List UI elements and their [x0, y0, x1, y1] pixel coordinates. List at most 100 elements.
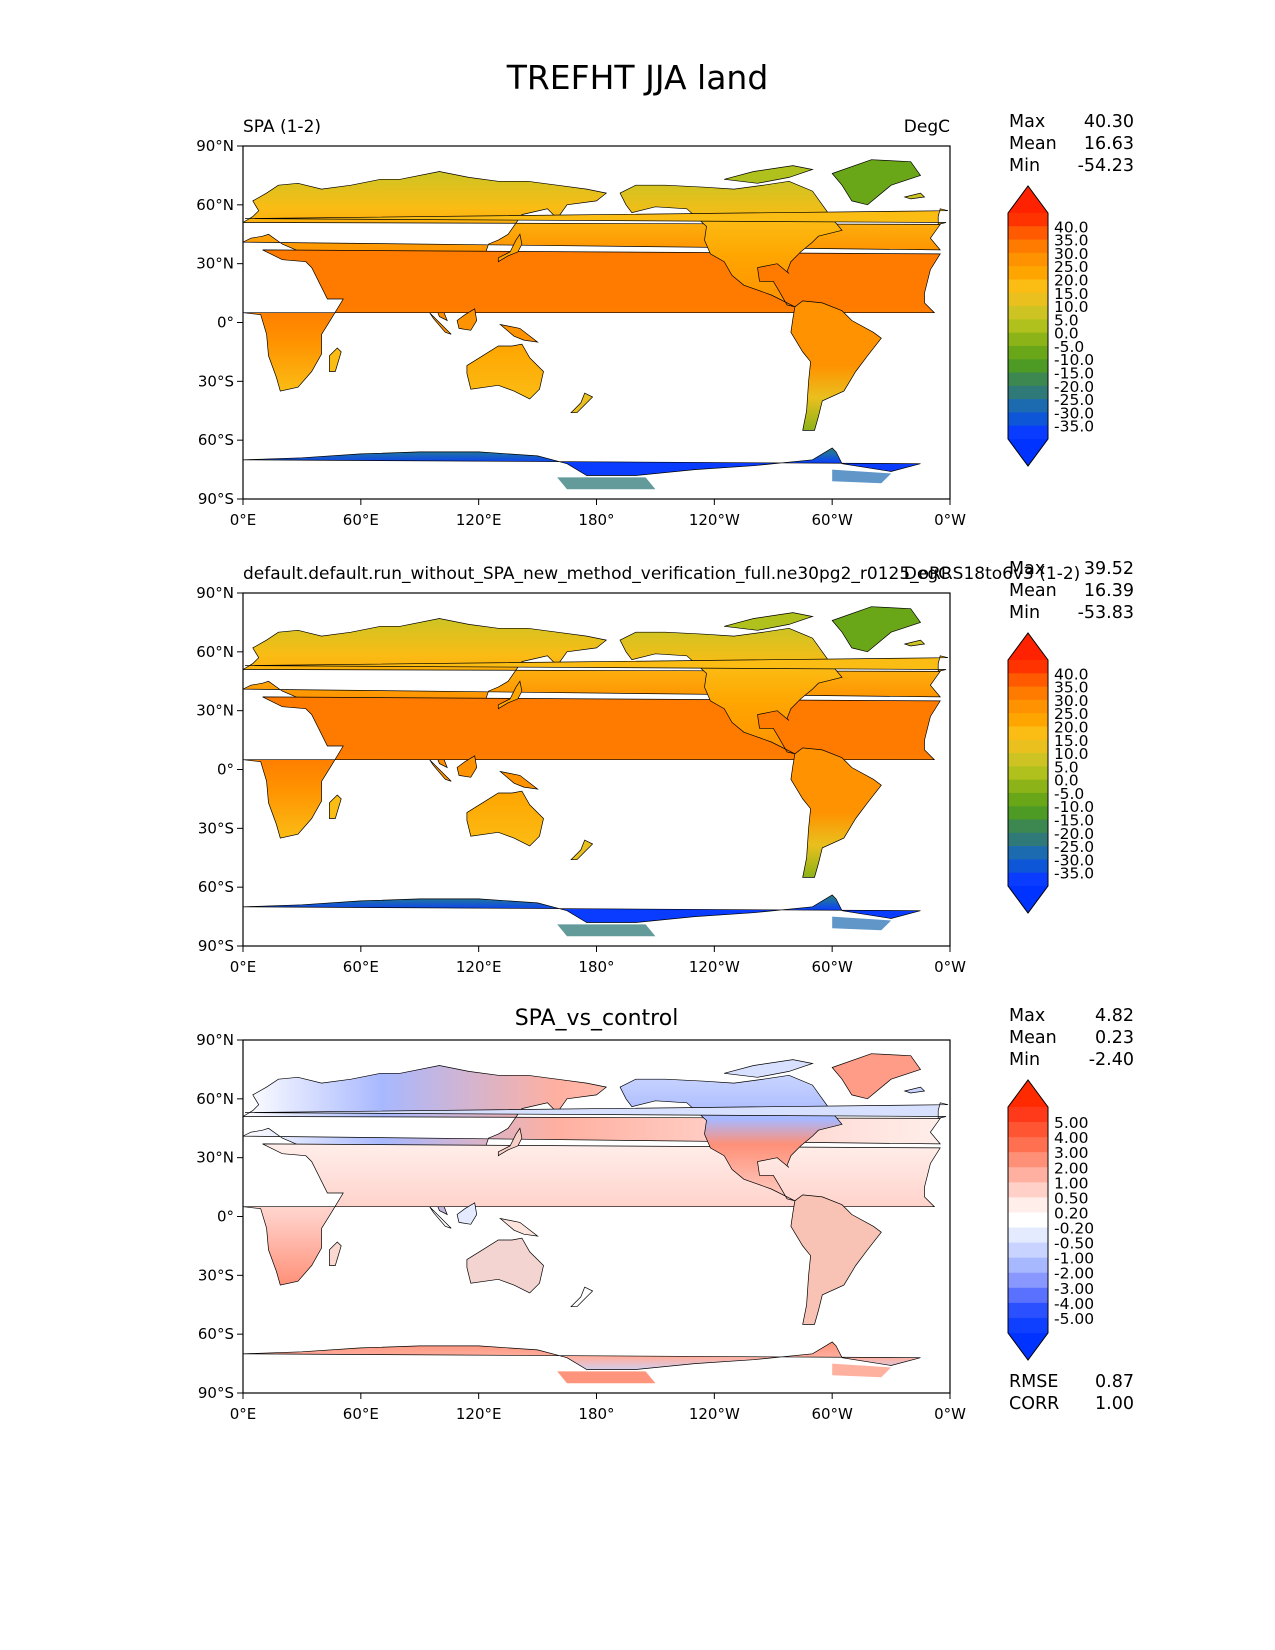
y-tick-label: 30°S [198, 372, 234, 390]
x-tick-label: 0°W [934, 511, 966, 529]
colorbar-tick-label: -15.0 [1054, 365, 1094, 383]
colorbar-tick-label: 0.20 [1054, 1205, 1089, 1223]
colorbar-segment [1008, 806, 1048, 821]
colorbar-tick-label: -35.0 [1054, 418, 1094, 436]
x-tick-label: 180° [578, 1405, 614, 1423]
y-tick-label: 60°N [196, 1090, 234, 1108]
colorbar-segment [1008, 1242, 1048, 1259]
colorbar-tick-label: -5.00 [1054, 1310, 1094, 1328]
land-australia [466, 790, 544, 847]
colorbar-tick-label: 40.0 [1054, 218, 1089, 236]
stat-mean: Mean 16.39 [1009, 581, 1134, 601]
land-madagascar [329, 347, 342, 372]
colorbar-segment [1008, 1302, 1048, 1319]
weddell-ice-shelf [832, 469, 892, 484]
land-antarctica [243, 447, 921, 499]
x-tick-label: 0°E [230, 1405, 257, 1423]
colorbar-segment [1008, 226, 1048, 241]
colorbar-extend-top [1008, 186, 1048, 213]
land-eurasia [243, 618, 941, 769]
colorbar-segment [1008, 1257, 1048, 1274]
colorbar-tick-label: 20.0 [1054, 719, 1089, 737]
y-tick-label: 90°S [198, 490, 234, 508]
x-tick-label: 120°W [689, 1405, 740, 1423]
y-tick-label: 90°S [198, 1384, 234, 1402]
land-africa [243, 249, 941, 392]
colorbar-tick-label: 1.00 [1054, 1174, 1089, 1192]
colorbar-segment [1008, 1287, 1048, 1304]
land-africa [243, 696, 941, 839]
colorbar-tick-label: -20.0 [1054, 378, 1094, 396]
colorbar-tick-label: 2.00 [1054, 1159, 1089, 1177]
colorbar-tick-label: -10.0 [1054, 351, 1094, 369]
land-borneo [456, 308, 478, 331]
colorbar-tick-label: 4.00 [1054, 1129, 1089, 1147]
x-tick-label: 60°W [811, 1405, 853, 1423]
y-tick-label: 30°S [198, 819, 234, 837]
colorbar-segment [1008, 1107, 1048, 1123]
colorbar-segment [1008, 792, 1048, 807]
colorbar-segment [1008, 1197, 1048, 1213]
colorbar-segment [1008, 1272, 1048, 1289]
land-newguinea [499, 1217, 539, 1237]
x-tick-label: 0°E [230, 511, 257, 529]
colorbar-tick-label: 0.0 [1054, 772, 1079, 790]
colorbar-segment [1008, 332, 1048, 347]
stat-min: Min -54.23 [1009, 156, 1134, 176]
colorbar-segment [1008, 372, 1048, 387]
colorbar-segment [1008, 252, 1048, 267]
x-tick-label: 180° [578, 511, 614, 529]
colorbar-segment [1008, 846, 1048, 860]
colorbar-segment [1008, 239, 1048, 254]
figure-title: TREFHT JJA land [506, 58, 769, 97]
map-background [243, 146, 950, 499]
colorbar-segment [1008, 859, 1048, 874]
colorbar-tick-label: 25.0 [1054, 258, 1089, 276]
colorbar-segment [1008, 1167, 1048, 1183]
colorbar-segment [1008, 345, 1048, 360]
colorbar-tick-label: 10.0 [1054, 745, 1089, 763]
weddell-ice-shelf [832, 916, 892, 931]
colorbar-segment [1008, 1137, 1048, 1153]
colorbar-segment [1008, 832, 1048, 847]
colorbar-tick-label: 35.0 [1054, 232, 1089, 250]
colorbar-segment [1008, 1227, 1048, 1244]
x-tick-label: 60°E [343, 511, 379, 529]
colorbar-tick-label: 0.50 [1054, 1189, 1089, 1207]
y-tick-label: 30°N [196, 702, 234, 720]
colorbar-tick-label: -15.0 [1054, 812, 1094, 830]
colorbar-segment [1008, 1152, 1048, 1168]
ross-ice-shelf [557, 1371, 656, 1384]
land-newguinea [499, 323, 539, 343]
colorbar-extend-bottom [1008, 439, 1048, 466]
colorbar-tick-label: -30.0 [1054, 404, 1094, 422]
colorbar-segment [1008, 292, 1048, 307]
colorbar-segment [1008, 779, 1048, 794]
land-iceland [903, 1086, 926, 1094]
colorbar-tick-label: -4.00 [1054, 1295, 1094, 1313]
x-tick-label: 0°E [230, 958, 257, 976]
panel-test-units: DegC [903, 117, 950, 137]
land-australia [466, 343, 544, 400]
land-japan [497, 1127, 523, 1157]
stat-mean: Mean 16.63 [1009, 134, 1134, 154]
y-tick-label: 60°S [198, 1325, 234, 1343]
x-tick-label: 180° [578, 958, 614, 976]
colorbar-segment [1008, 306, 1048, 320]
stat-max: Max 40.30 [1009, 112, 1134, 132]
colorbar-tick-label: 5.0 [1054, 758, 1079, 776]
land-japan [497, 680, 523, 710]
land-japan [497, 233, 523, 263]
colorbar-tick-label: -0.50 [1054, 1235, 1094, 1253]
land-greenland [831, 606, 922, 653]
colorbar-segment [1008, 699, 1048, 714]
land-newzealand [570, 392, 594, 414]
land-borneo [456, 755, 478, 778]
land-southamerica [790, 1194, 882, 1325]
colorbar-segment [1008, 819, 1048, 834]
colorbar-tick-label: 15.0 [1054, 285, 1089, 303]
colorbar-segment [1008, 686, 1048, 701]
colorbar-tick-label: 10.0 [1054, 298, 1089, 316]
panel-reference-stats: Max 39.52 Mean 16.39 Min -53.83 [1009, 558, 1134, 624]
land-sumatra [429, 1206, 452, 1229]
